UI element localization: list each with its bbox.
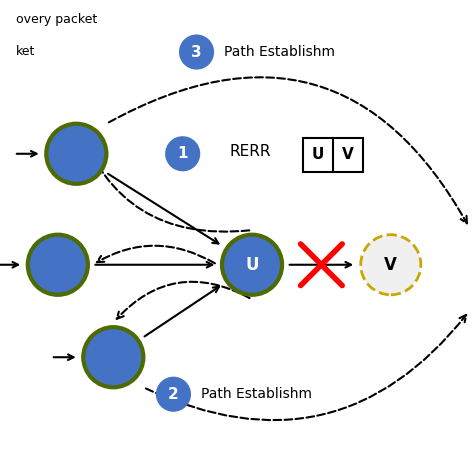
Circle shape — [156, 377, 191, 412]
Text: V: V — [342, 147, 354, 163]
Text: V: V — [384, 256, 397, 274]
Text: U: U — [245, 256, 259, 274]
FancyBboxPatch shape — [303, 137, 363, 172]
Circle shape — [165, 136, 200, 171]
Circle shape — [46, 124, 106, 184]
Circle shape — [28, 235, 88, 295]
Text: RERR: RERR — [229, 144, 271, 159]
FancyArrowPatch shape — [117, 282, 250, 319]
FancyArrowPatch shape — [109, 77, 467, 223]
Text: overy packet: overy packet — [16, 13, 98, 26]
Text: U: U — [312, 147, 324, 163]
Circle shape — [179, 35, 214, 70]
Text: ket: ket — [16, 45, 36, 58]
Text: 1: 1 — [177, 146, 188, 161]
Text: Path Establishm: Path Establishm — [201, 387, 312, 401]
Text: 2: 2 — [168, 387, 179, 402]
Circle shape — [83, 327, 143, 387]
Circle shape — [222, 235, 282, 295]
FancyArrowPatch shape — [97, 246, 215, 264]
Text: 3: 3 — [191, 45, 202, 60]
Circle shape — [361, 235, 421, 295]
FancyArrowPatch shape — [146, 315, 466, 420]
FancyArrowPatch shape — [77, 124, 249, 232]
Text: Path Establishm: Path Establishm — [224, 45, 335, 59]
